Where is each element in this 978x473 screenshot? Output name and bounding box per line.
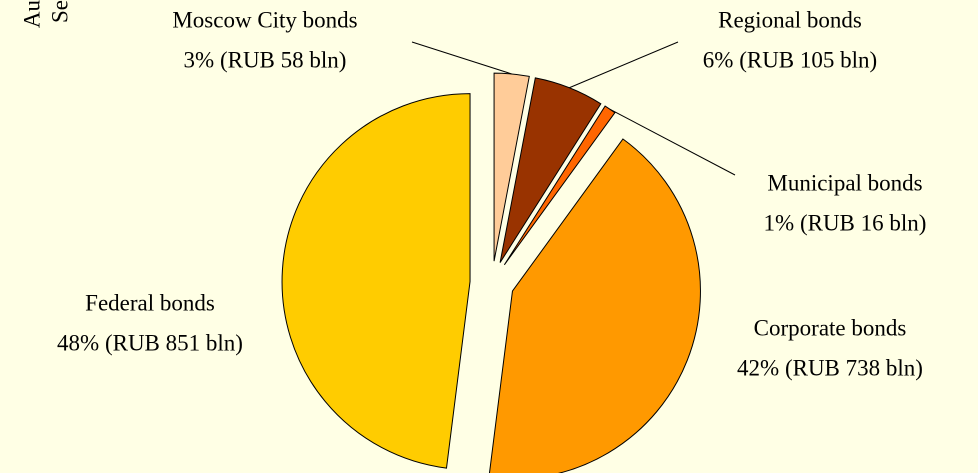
pie-slice bbox=[503, 105, 616, 266]
slice-value-label: 3% (RUB 58 bln) bbox=[184, 47, 347, 72]
leader-line bbox=[609, 108, 736, 176]
leader-line bbox=[569, 41, 679, 89]
pie-slice bbox=[281, 93, 471, 469]
leader-line bbox=[411, 41, 512, 75]
slice-label: Municipal bonds bbox=[767, 170, 922, 195]
slice-label: Regional bonds bbox=[718, 7, 862, 32]
pie-slice bbox=[499, 77, 602, 263]
annotation: Se bbox=[47, 0, 72, 23]
annotation: Au bbox=[19, 0, 44, 28]
slice-value-label: 48% (RUB 851 bln) bbox=[57, 330, 243, 355]
slice-value-label: 42% (RUB 738 bln) bbox=[737, 355, 923, 380]
slice-label: Federal bonds bbox=[85, 290, 215, 315]
slice-label: Corporate bonds bbox=[754, 315, 907, 340]
pie-slice bbox=[488, 138, 701, 473]
slice-value-label: 6% (RUB 105 bln) bbox=[703, 47, 877, 72]
slice-value-label: 1% (RUB 16 bln) bbox=[764, 210, 927, 235]
slice-label: Moscow City bonds bbox=[172, 7, 357, 32]
